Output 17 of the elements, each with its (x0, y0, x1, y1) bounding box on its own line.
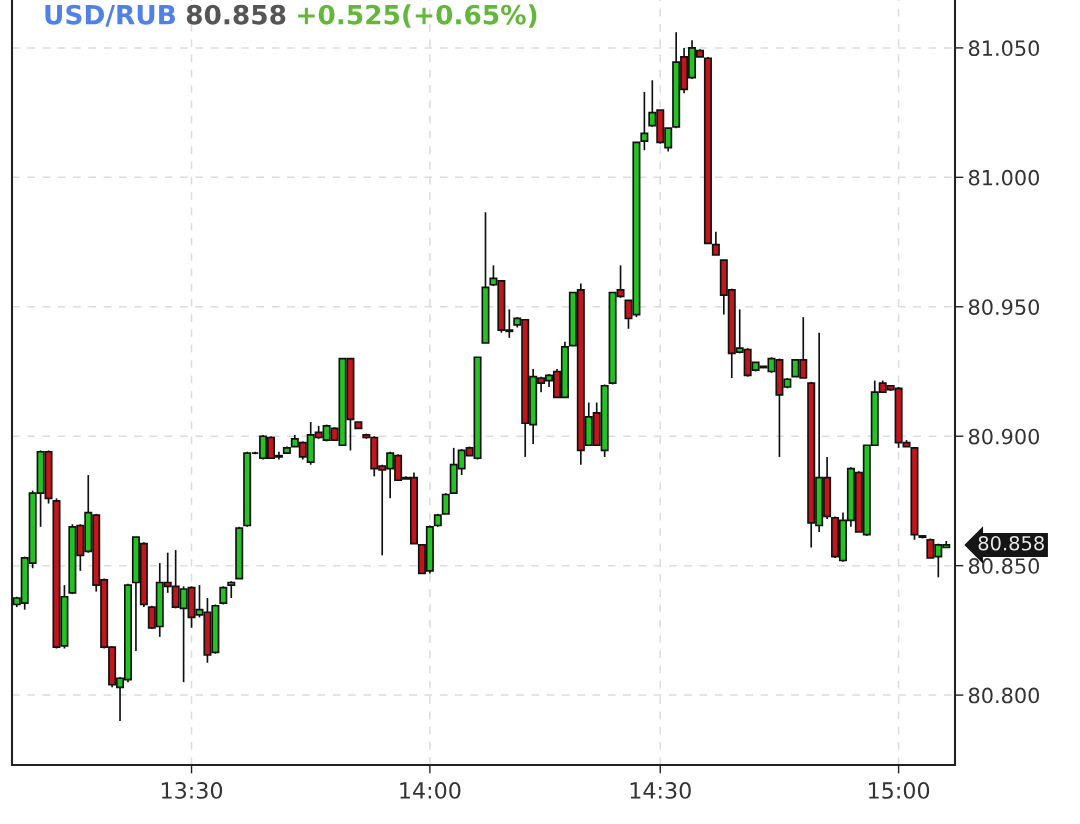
chart-subtitle: 80.858 (186, 4, 286, 25)
y-tick-label: 81.050 (968, 40, 1040, 57)
x-tick-label: 13:30 (161, 782, 223, 799)
candlestick (227, 580, 236, 599)
x-tick-label: 15:00 (869, 782, 930, 799)
y-tick-label: 80.950 (968, 299, 1040, 315)
y-tick-label: 80.900 (968, 428, 1040, 445)
y-tick-label: 80.850 (968, 558, 1040, 574)
candlestick (711, 230, 720, 256)
text: 80.858 (978, 535, 1044, 551)
x-tick-label: 14:00 (400, 782, 461, 799)
x-tick-label: 14:30 (630, 782, 691, 799)
y-tick-label: 80.800 (968, 687, 1040, 704)
chart-title: USD/RUB (45, 4, 175, 27)
annotation: +0.525(+0.65%) (298, 4, 537, 28)
y-tick-label: 81.000 (968, 169, 1040, 186)
candlestick (640, 91, 649, 151)
